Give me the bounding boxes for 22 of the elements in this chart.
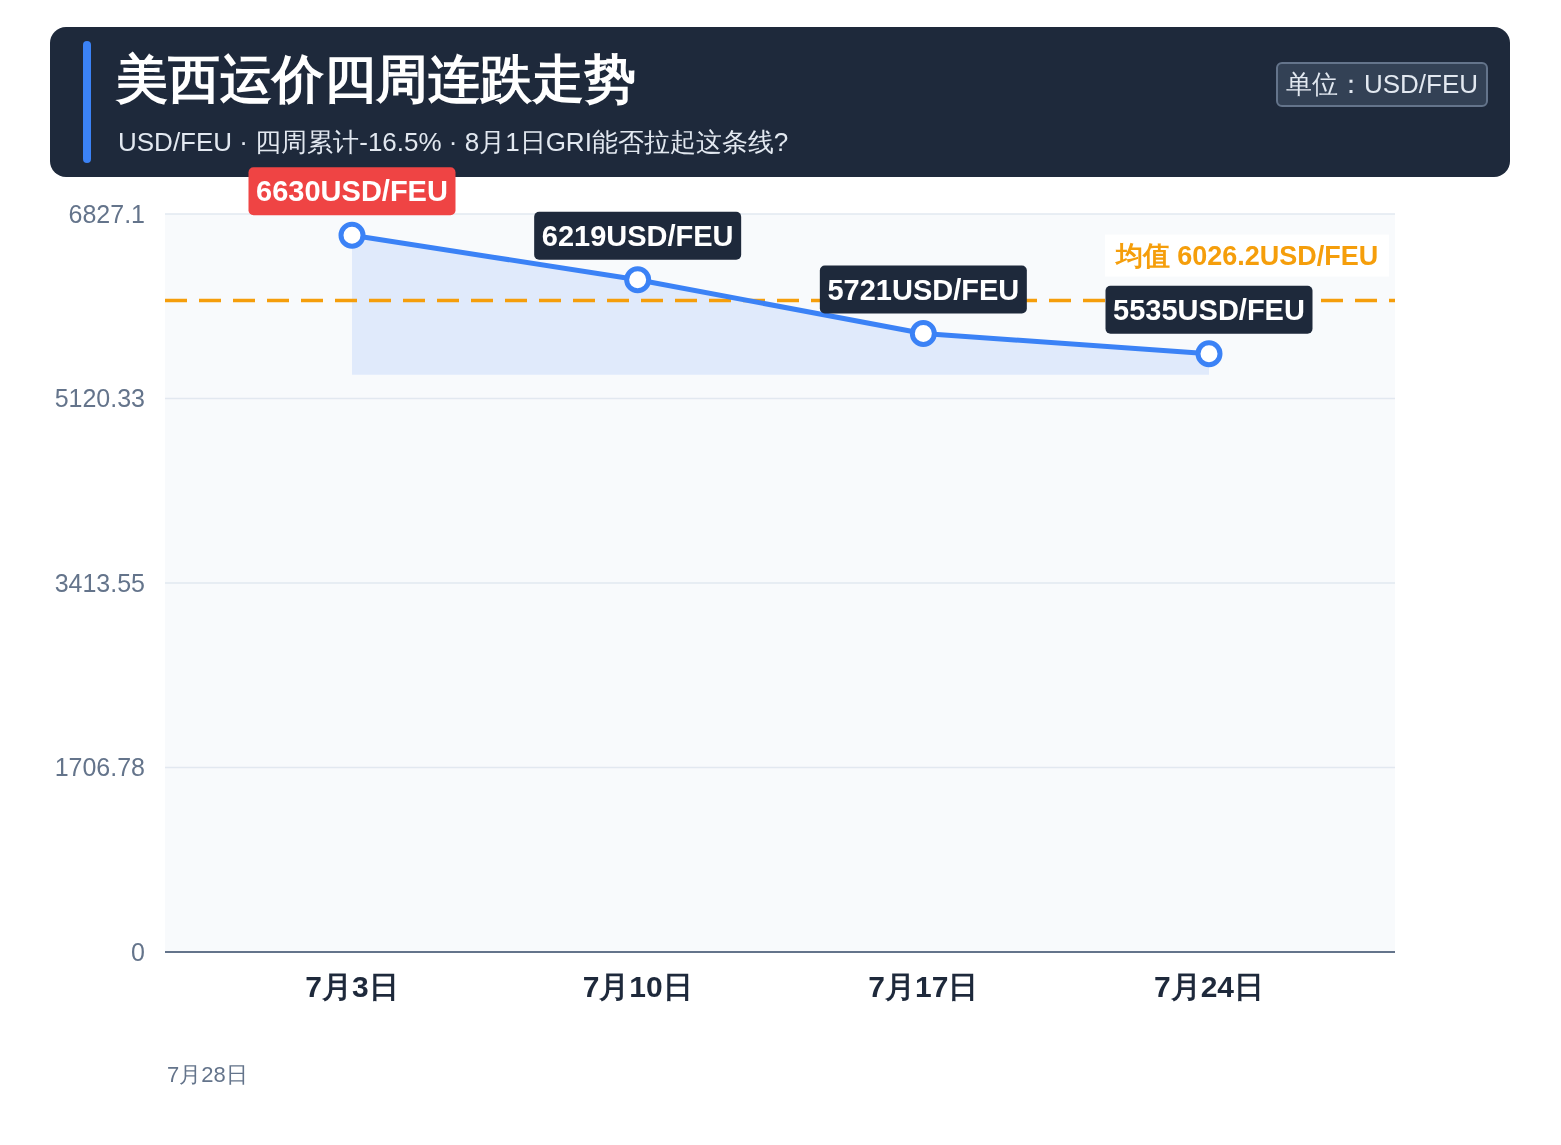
ref-line-label: 均值 6026.2USD/FEU (1113, 240, 1379, 271)
text: 7月28日 (167, 1061, 248, 1089)
y-tick-label: 1706.78 (54, 753, 145, 782)
chart-title: 美西运价四周连跌走势 (116, 49, 636, 110)
point (909, 320, 937, 348)
x-tick-label: 7月17日 (868, 970, 979, 1004)
data-label: 5721USD/FEU (827, 273, 1020, 306)
y-tick-label: 6827.1 (68, 199, 145, 228)
text: 单位：USD/FEU (1275, 62, 1488, 107)
point (624, 266, 652, 294)
y-tick-label: 0 (131, 937, 145, 966)
point (338, 221, 366, 249)
chart-subtitle: USD/FEU · 四周累计-16.5% · 8月1日GRI能否拉起这条线? (118, 126, 789, 159)
y-tick-label: 3413.55 (54, 568, 145, 597)
x-tick-label: 7月24日 (1153, 970, 1265, 1004)
point (1195, 340, 1223, 368)
x-tick-label: 7月10日 (582, 970, 693, 1004)
x-tick-label: 7月3日 (305, 970, 399, 1004)
data-label: 6219USD/FEU (541, 219, 734, 252)
data-label: 6630USD/FEU (256, 175, 448, 208)
data-label: 5535USD/FEU (1113, 293, 1305, 326)
y-tick-label: 5120.33 (54, 384, 145, 413)
